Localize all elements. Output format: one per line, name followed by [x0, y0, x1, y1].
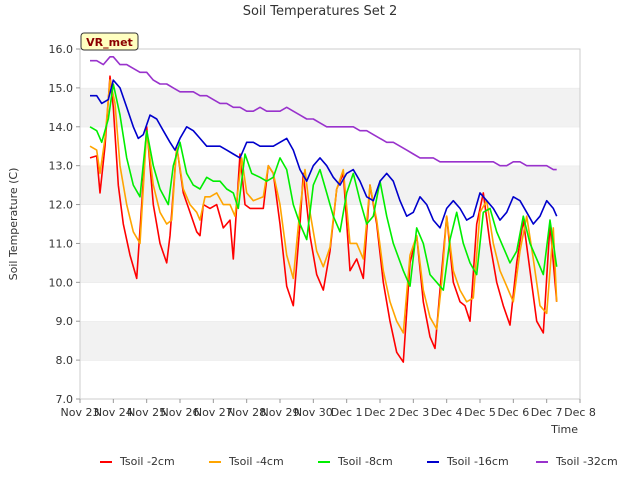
series-line-tsoil-4cm — [89, 79, 558, 334]
legend-label: Tsoil -4cm — [228, 455, 284, 468]
x-tick-label: Dec 6 — [497, 406, 529, 419]
y-tick-label: 11.0 — [49, 237, 74, 250]
y-axis: 7.0 8.0 9.0 10.0 11.0 12.0 13.0 14.0 15.0 16.0 — [49, 43, 80, 406]
series-line-tsoil-16cm — [90, 79, 558, 229]
y-tick-label: 7.0 — [56, 393, 74, 406]
y-tick-label: 10.0 — [49, 276, 74, 289]
legend-label: Tsoil -2cm — [119, 455, 175, 468]
x-tick-label: Nov 27 — [194, 406, 233, 419]
legend: Tsoil -2cm Tsoil -4cm Tsoil -8cm Tsoil -16c… — [100, 455, 618, 468]
x-tick-label: Nov 23 — [61, 406, 100, 419]
x-tick-label: Nov 26 — [161, 406, 200, 419]
legend-label: Tsoil -16cm — [446, 455, 509, 468]
x-tick-label: Nov 29 — [261, 406, 300, 419]
station-badge: VR_met — [80, 32, 139, 51]
series-line-tsoil-8cm — [89, 83, 558, 291]
x-tick-label: Nov 25 — [127, 406, 166, 419]
chart-title: Soil Temperatures Set 2 — [243, 4, 398, 19]
y-tick-label: 14.0 — [49, 121, 74, 134]
grid-band — [80, 282, 580, 322]
grid-band — [80, 360, 580, 399]
grid-band — [80, 204, 580, 244]
series-line-tsoil-2cm — [89, 75, 558, 363]
y-tick-label: 15.0 — [49, 82, 74, 95]
y-tick-label: 13.0 — [49, 160, 74, 173]
x-tick-label: Nov 24 — [94, 406, 133, 419]
x-tick-label: Dec 2 — [364, 406, 396, 419]
station-badge-text: VR_met — [86, 36, 133, 49]
x-tick-label: Dec 1 — [331, 406, 363, 419]
station-badge-box — [80, 32, 139, 51]
x-tick-label: Dec 4 — [431, 406, 463, 419]
plot-background-bands — [80, 48, 580, 399]
y-tick-label: 9.0 — [56, 315, 74, 328]
series-line-tsoil-32cm — [90, 55, 557, 171]
plot-frame — [79, 48, 581, 400]
y-tick-label: 8.0 — [56, 354, 74, 367]
x-tick-label: Nov 30 — [294, 406, 333, 419]
legend-label: Tsoil -32cm — [555, 455, 618, 468]
grid-band — [80, 49, 580, 88]
y-tick-label: 16.0 — [49, 43, 74, 56]
grid-band — [80, 321, 580, 361]
series-lines — [89, 55, 558, 363]
x-tick-label: Dec 3 — [397, 406, 429, 419]
y-tick-label: 12.0 — [49, 199, 74, 212]
y-axis-label: Soil Temperature (C) — [7, 168, 20, 281]
x-tick-label: Dec 7 — [531, 406, 563, 419]
x-tick-label: Dec 8 — [564, 406, 596, 419]
grid-band — [80, 126, 580, 166]
x-axis-label: Time — [550, 423, 578, 436]
x-tick-label: Dec 5 — [464, 406, 496, 419]
legend-label: Tsoil -8cm — [337, 455, 393, 468]
grid-band — [80, 87, 580, 127]
x-tick-label: Nov 28 — [227, 406, 266, 419]
